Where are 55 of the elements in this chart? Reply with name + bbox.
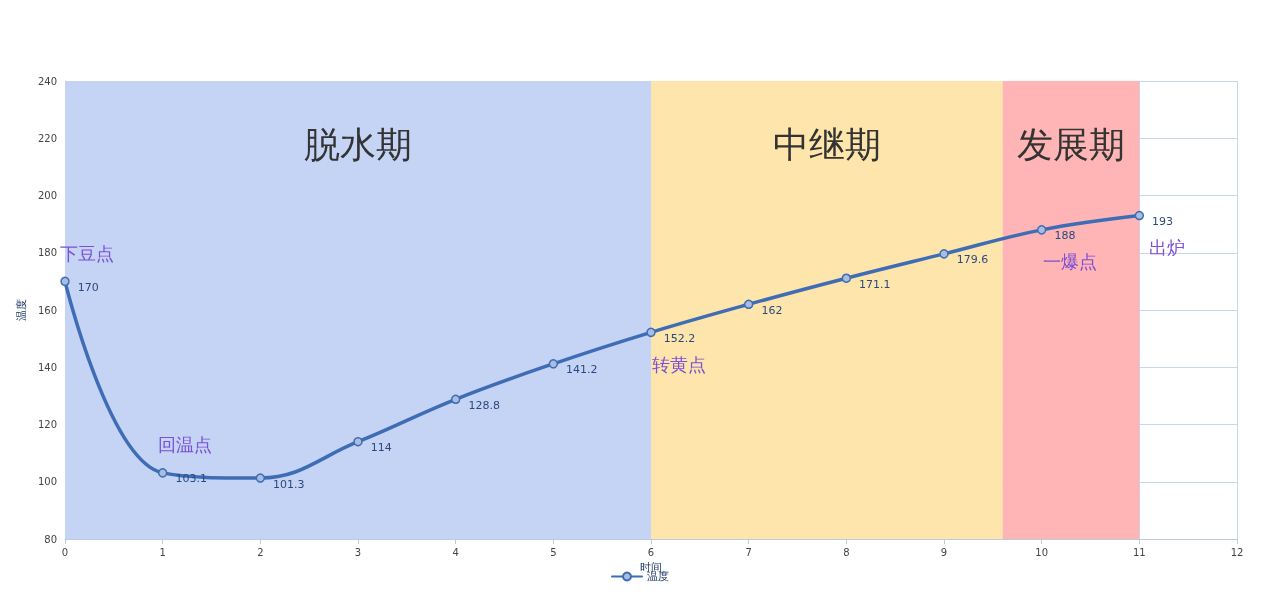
y-tick-label: 80: [44, 533, 57, 545]
data-label: 170: [77, 280, 99, 294]
annotation: 回温点: [157, 434, 212, 456]
y-axis-title: 温度: [15, 299, 29, 321]
band-label: 中继期: [772, 123, 881, 165]
data-label: 101.3: [273, 477, 305, 491]
annotation: 转黄点: [652, 353, 706, 375]
x-tick-label: 3: [354, 546, 362, 558]
x-tick-label: 10: [1035, 546, 1049, 558]
point: [353, 436, 363, 447]
x-tick-label: 0: [61, 546, 69, 558]
x-tick-label: 5: [550, 546, 557, 558]
point: [841, 273, 852, 283]
data-label: 179.6: [956, 253, 989, 267]
point: [1036, 225, 1047, 235]
point: [939, 249, 949, 259]
y-tick-label: 200: [37, 190, 57, 201]
point: [157, 468, 168, 478]
band-label: 脱水期: [304, 123, 412, 165]
data-label: 152.2: [663, 331, 696, 345]
x-tick-label: 11: [1132, 546, 1146, 558]
point: [60, 276, 70, 287]
y-tick-label: 180: [37, 247, 57, 259]
band-label: 发展期: [1016, 123, 1125, 165]
y-tick-label: 220: [37, 132, 57, 144]
x-tick-label: 12: [1230, 546, 1244, 558]
data-label: 114: [370, 441, 392, 455]
annotation: 出炉: [1149, 237, 1186, 259]
data-label: 128.8: [468, 398, 500, 412]
y-tick-label: 240: [37, 75, 57, 87]
point: [450, 394, 461, 405]
point: [255, 473, 266, 483]
point: [1134, 210, 1145, 221]
data-label: 171.1: [859, 277, 891, 291]
data-label: 162: [761, 303, 783, 317]
x-tick-label: 4: [452, 546, 459, 558]
legend-label: 温度: [647, 570, 669, 583]
y-tick-label: 100: [37, 476, 57, 488]
point: [743, 299, 754, 310]
y-tick-label: 120: [37, 419, 57, 430]
data-label: 193: [1152, 215, 1174, 229]
x-tick-label: 1: [159, 546, 166, 558]
point: [646, 327, 656, 338]
data-label: 188: [1054, 229, 1076, 243]
x-tick-label: 8: [843, 546, 850, 558]
x-tick-label: 9: [940, 546, 948, 558]
x-tick-label: 7: [745, 546, 752, 558]
y-tick-label: 140: [37, 361, 57, 373]
x-tick-label: 6: [647, 546, 655, 558]
annotation: 一爆点: [1042, 251, 1097, 273]
x-tick-label: 2: [257, 546, 264, 558]
point: [548, 359, 559, 369]
y-tick-label: 160: [37, 304, 57, 316]
data-label: 141.2: [566, 363, 598, 377]
annotation: 下豆点: [60, 242, 114, 264]
